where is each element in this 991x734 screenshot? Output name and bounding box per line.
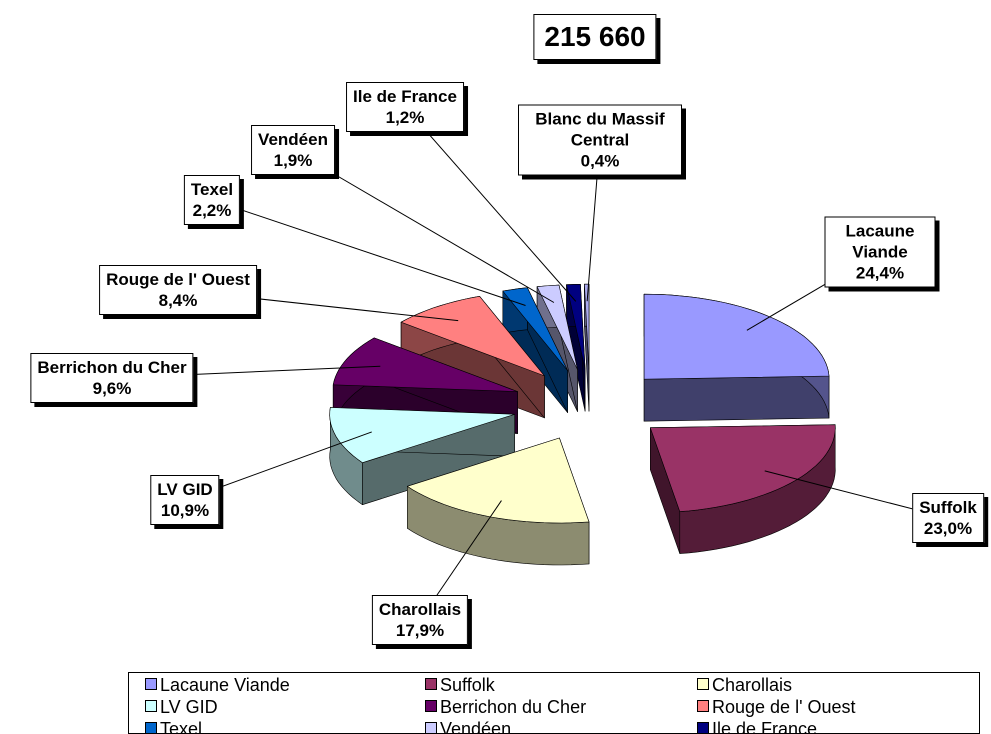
label-value: 0,4% <box>580 151 620 171</box>
leader-line <box>211 199 526 306</box>
label-name: LV GID <box>157 480 213 499</box>
slice <box>329 407 516 506</box>
slice-top <box>649 424 836 512</box>
slice-top <box>584 283 590 370</box>
label-name: Charollais <box>378 600 462 619</box>
slice-top <box>643 293 830 380</box>
legend-swatch <box>697 700 709 712</box>
legend-label: Texel <box>160 719 203 734</box>
legend-label: Suffolk <box>440 675 495 695</box>
data-label: Blanc du Massif Central 0,4% <box>518 104 682 176</box>
legend-swatch <box>425 700 437 712</box>
data-label: Charollais 17,9% <box>371 595 469 645</box>
leader-line <box>292 149 555 303</box>
label-value: 23,0% <box>923 519 973 538</box>
legend-swatch <box>145 700 157 712</box>
slice <box>502 287 569 414</box>
slice <box>406 437 590 566</box>
slice <box>649 424 836 554</box>
legend-label: Charollais <box>712 675 793 695</box>
legend-item: Vendéen <box>425 719 512 734</box>
data-label: Berrichon du Cher 9,6% <box>30 353 194 403</box>
data-label: Ile de France 1,2% <box>346 82 464 132</box>
data-label: Vendéen 1,9% <box>251 125 335 175</box>
legend-item: Berrichon du Cher <box>425 697 586 717</box>
legend-item: Suffolk <box>425 675 495 695</box>
slice-top <box>400 295 545 377</box>
data-label: Texel 2,2% <box>183 175 241 225</box>
label-name: Texel <box>190 180 234 199</box>
legend-item: Rouge de l' Ouest <box>697 697 856 717</box>
data-label: Rouge de l' Ouest 8,4% <box>99 265 257 315</box>
legend-label: Vendéen <box>440 719 512 734</box>
legend-item: Charollais <box>697 675 792 695</box>
label-name: Ile de France <box>353 87 457 106</box>
data-label: Suffolk 23,0% <box>912 493 984 543</box>
label-value: 17,9% <box>395 621 445 640</box>
legend-label: Rouge de l' Ouest <box>712 697 856 717</box>
slice-top <box>332 337 518 392</box>
legend-swatch <box>145 678 157 690</box>
legend-item: LV GID <box>145 697 218 717</box>
legend-item: Lacaune Viande <box>145 675 290 695</box>
legend-swatch <box>425 722 437 733</box>
legend-swatch <box>145 722 157 733</box>
slice-top <box>502 287 569 372</box>
chart-title: 215 660 <box>533 14 657 60</box>
legend-label: Berrichon du Cher <box>440 697 587 717</box>
label-value: 8,4% <box>158 291 198 310</box>
label-value: 1,2% <box>385 108 425 127</box>
slice-top <box>329 407 516 464</box>
label-name: Rouge de l' Ouest <box>106 270 250 289</box>
slice <box>566 283 586 412</box>
legend-label: LV GID <box>160 697 218 717</box>
label-value: 24,4% <box>855 263 905 283</box>
legend-item: Ile de France <box>697 719 818 734</box>
label-name: Blanc du Massif Central <box>535 109 665 150</box>
slice-top <box>566 283 586 370</box>
slice-top <box>406 437 590 524</box>
legend: Lacaune Viande Suffolk Charollais LV GID Ber… <box>128 672 980 734</box>
label-name: Berrichon du Cher <box>37 358 187 377</box>
legend-item: Texel <box>145 719 203 734</box>
slice <box>643 293 830 422</box>
legend-swatch <box>697 722 709 733</box>
data-label: Lacaune Viande 24,4% <box>824 216 936 288</box>
legend-swatch <box>697 678 709 690</box>
slice-side <box>643 375 830 422</box>
label-value: 9,6% <box>92 379 132 398</box>
leader-line <box>404 106 577 302</box>
label-name: Vendéen <box>258 130 328 149</box>
slice-top <box>536 284 578 370</box>
label-value: 2,2% <box>192 201 232 220</box>
label-value: 1,9% <box>273 151 313 170</box>
label-name: Lacaune Viande <box>845 221 915 262</box>
legend-swatch <box>425 678 437 690</box>
legend-label: Lacaune Viande <box>160 675 290 695</box>
legend-label: Ile de France <box>712 719 818 734</box>
label-value: 10,9% <box>160 501 210 520</box>
slice <box>584 283 590 412</box>
label-name: Suffolk <box>919 498 977 517</box>
data-label: LV GID 10,9% <box>150 475 220 525</box>
